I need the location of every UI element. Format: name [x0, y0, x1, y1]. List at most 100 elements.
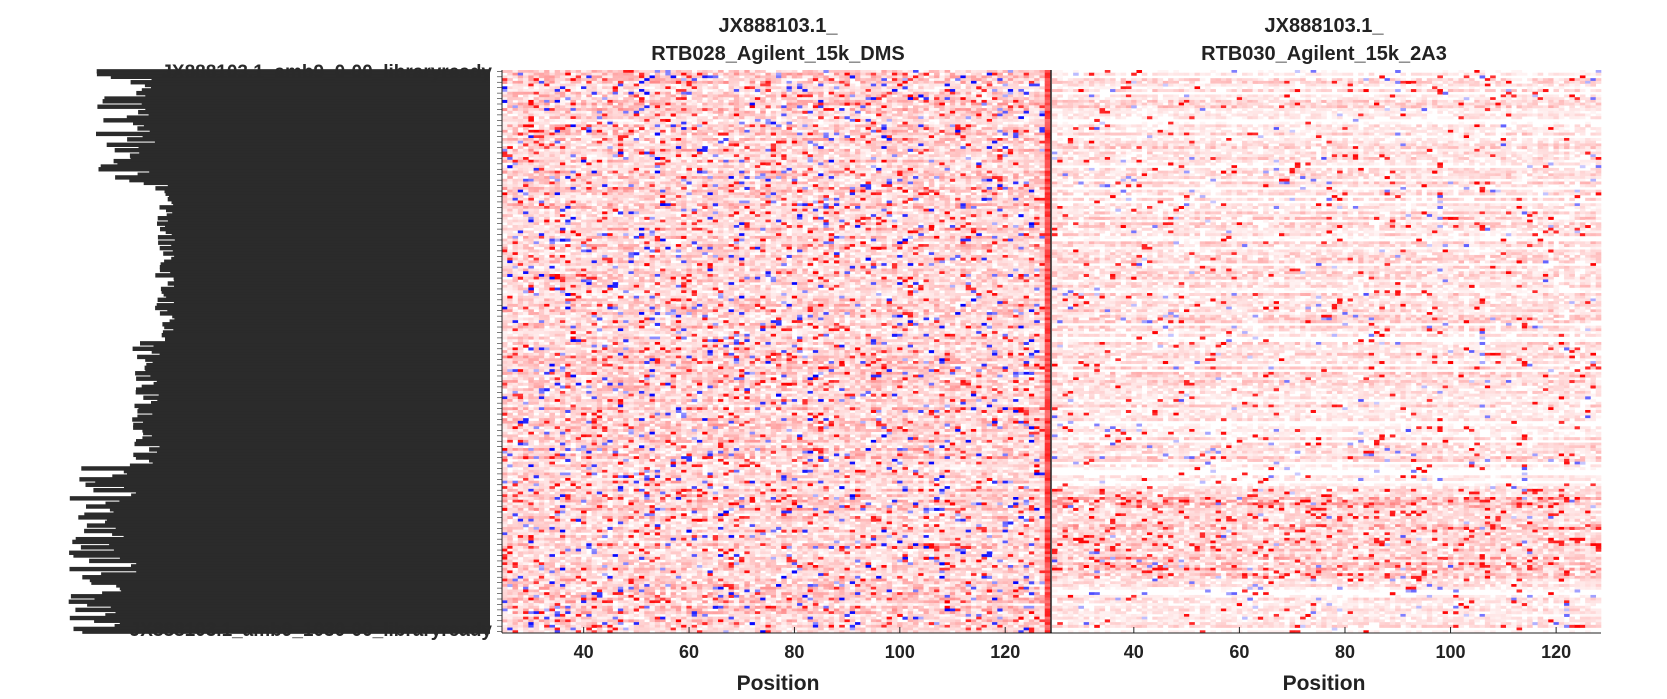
- heatmap-cell: [750, 190, 756, 193]
- heatmap-cell: [997, 92, 1003, 95]
- heatmap-cell: [982, 149, 988, 152]
- heatmap-cell: [634, 152, 640, 155]
- heatmap-cell: [918, 182, 924, 185]
- heatmap-cell: [729, 195, 735, 198]
- heatmap-cell: [802, 94, 808, 97]
- heatmap-cell: [771, 192, 777, 195]
- heatmap-cell: [876, 179, 882, 182]
- heatmap-cell: [802, 201, 808, 204]
- heatmap-cell: [650, 154, 656, 157]
- heatmap-cell: [750, 81, 756, 84]
- heatmap-cell: [555, 179, 561, 182]
- heatmap-cell: [982, 203, 988, 206]
- heatmap-cell: [887, 111, 893, 114]
- heatmap-cell: [571, 81, 577, 84]
- heatmap-cell: [602, 146, 608, 149]
- heatmap-cell: [576, 176, 582, 179]
- heatmap-cell: [908, 171, 914, 174]
- heatmap-cell: [945, 119, 951, 122]
- heatmap-cell: [549, 73, 555, 76]
- heatmap-cell: [1024, 168, 1030, 171]
- heatmap-cell: [592, 119, 598, 122]
- heatmap-cell: [760, 154, 766, 157]
- heatmap-cell: [534, 157, 540, 160]
- heatmap-cell: [528, 86, 534, 89]
- heatmap-cell: [892, 187, 898, 190]
- heatmap-cell: [1045, 195, 1051, 198]
- heatmap-cell: [734, 160, 740, 163]
- heatmap-cell: [560, 157, 566, 160]
- heatmap-cell: [792, 179, 798, 182]
- heatmap-cell: [623, 198, 629, 201]
- heatmap-cell: [797, 89, 803, 92]
- heatmap-cell: [787, 157, 793, 160]
- heatmap-cell: [502, 198, 508, 201]
- heatmap-cell: [665, 94, 671, 97]
- heatmap-cell: [945, 173, 951, 176]
- heatmap-cell: [644, 162, 650, 165]
- heatmap-cell: [513, 203, 519, 206]
- heatmap-cell: [966, 198, 972, 201]
- heatmap-cell: [544, 206, 550, 209]
- heatmap-cell: [776, 111, 782, 114]
- heatmap-cell: [507, 92, 513, 95]
- heatmap-cell: [939, 78, 945, 81]
- heatmap-cell: [518, 70, 524, 73]
- heatmap-cell: [560, 171, 566, 174]
- heatmap-cell: [576, 114, 582, 117]
- heatmap-cell: [892, 70, 898, 73]
- heatmap-cell: [644, 73, 650, 76]
- heatmap-cell: [660, 157, 666, 160]
- heatmap-cell: [586, 179, 592, 182]
- heatmap-cell: [787, 130, 793, 133]
- heatmap-cell: [1024, 190, 1030, 193]
- heatmap-cell: [808, 97, 814, 100]
- heatmap-cell: [744, 111, 750, 114]
- heatmap-cell: [1008, 92, 1014, 95]
- heatmap-cell: [881, 92, 887, 95]
- heatmap-cell: [581, 122, 587, 125]
- heatmap-cell: [992, 114, 998, 117]
- heatmap-cell: [723, 203, 729, 206]
- heatmap-cell: [518, 168, 524, 171]
- heatmap-cell: [523, 168, 529, 171]
- heatmap-cell: [544, 154, 550, 157]
- heatmap-cell: [618, 173, 624, 176]
- heatmap-cell: [845, 103, 851, 106]
- heatmap-cell: [781, 105, 787, 108]
- heatmap-cell: [518, 108, 524, 111]
- heatmap-cell: [544, 152, 550, 155]
- heatmap-cell: [708, 173, 714, 176]
- heatmap-cell: [513, 149, 519, 152]
- heatmap-cell: [739, 111, 745, 114]
- heatmap-cell: [665, 152, 671, 155]
- heatmap-cell: [1045, 92, 1051, 95]
- heatmap-cell: [834, 103, 840, 106]
- heatmap-cell: [1045, 154, 1051, 157]
- heatmap-cell: [871, 146, 877, 149]
- heatmap-cell: [1008, 192, 1014, 195]
- heatmap-cell: [866, 73, 872, 76]
- heatmap-cell: [539, 190, 545, 193]
- heatmap-cell: [523, 192, 529, 195]
- heatmap-cell: [739, 192, 745, 195]
- heatmap-cell: [860, 135, 866, 138]
- heatmap-cell: [565, 114, 571, 117]
- heatmap-cell: [855, 111, 861, 114]
- heatmap-cell: [1013, 124, 1019, 127]
- heatmap-cell: [555, 103, 561, 106]
- heatmap-cell: [702, 201, 708, 204]
- heatmap-cell: [966, 78, 972, 81]
- heatmap-cell: [855, 146, 861, 149]
- heatmap-cell: [571, 138, 577, 141]
- heatmap-cell: [887, 201, 893, 204]
- heatmap-cell: [592, 198, 598, 201]
- heatmap-cell: [887, 119, 893, 122]
- heatmap-cell: [565, 103, 571, 106]
- heatmap-cell: [518, 187, 524, 190]
- heatmap-cell: [823, 70, 829, 73]
- heatmap-cell: [924, 149, 930, 152]
- heatmap-cell: [787, 187, 793, 190]
- heatmap-cell: [613, 127, 619, 130]
- heatmap-cell: [818, 190, 824, 193]
